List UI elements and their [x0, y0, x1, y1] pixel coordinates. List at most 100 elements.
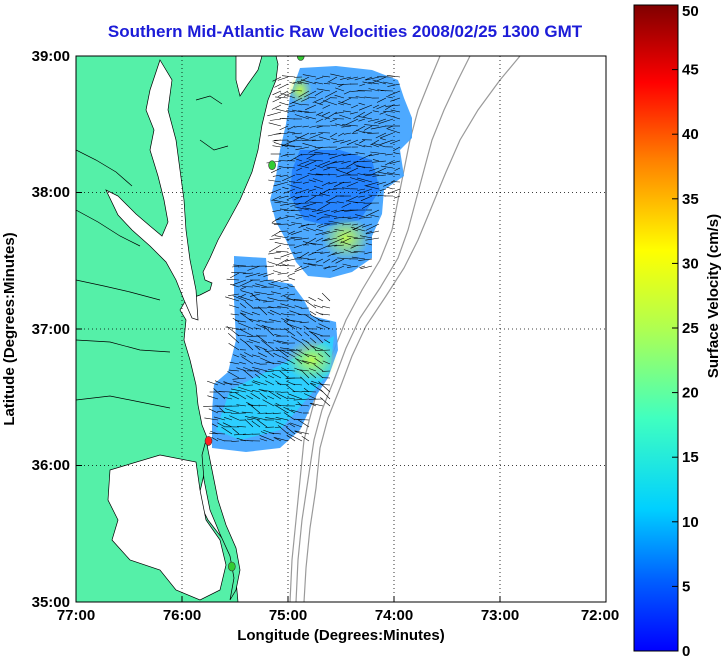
- velocity-vector: [246, 395, 254, 400]
- velocity-vector: [360, 265, 373, 270]
- velocity-vector: [293, 244, 303, 249]
- velocity-vector: [281, 313, 289, 316]
- velocity-vector: [322, 75, 331, 78]
- velocity-vector: [392, 146, 401, 152]
- velocity-vector: [308, 179, 317, 183]
- velocity-vector: [269, 309, 282, 316]
- velocity-vector: [346, 181, 359, 187]
- velocity-vector: [387, 83, 401, 87]
- velocity-vector: [293, 299, 310, 302]
- velocity-vector: [393, 195, 401, 199]
- y-tick-label: 38:00: [32, 184, 70, 201]
- velocity-vector: [378, 171, 394, 176]
- velocity-vector: [318, 223, 331, 228]
- velocity-vector: [331, 138, 338, 141]
- velocity-vector: [336, 201, 345, 204]
- velocity-vector: [267, 395, 275, 400]
- station-a: [296, 56, 305, 61]
- velocity-vector: [241, 356, 254, 365]
- y-tick-label: 39:00: [32, 48, 70, 65]
- velocity-vector: [277, 340, 289, 344]
- velocity-vector: [379, 188, 387, 191]
- velocity-vector: [309, 331, 324, 337]
- velocity-vector: [296, 330, 303, 337]
- velocity-vector: [287, 349, 303, 351]
- velocity-vector: [310, 242, 324, 246]
- velocity-vector: [230, 272, 240, 279]
- velocity-vector: [208, 408, 219, 414]
- velocity-vector: [251, 390, 261, 393]
- velocity-vector: [365, 230, 373, 234]
- velocity-vector: [279, 347, 296, 351]
- map-grid: [76, 56, 606, 602]
- station-c: [204, 436, 213, 446]
- velocity-vector: [322, 360, 331, 365]
- velocity-vector: [300, 79, 317, 85]
- velocity-vector: [306, 153, 317, 160]
- velocity-vector: [281, 369, 296, 372]
- velocity-vector: [296, 167, 303, 171]
- y-tick-label: 36:00: [32, 457, 70, 474]
- velocity-vector: [267, 297, 282, 302]
- velocity-hotspot-coast: [288, 76, 312, 104]
- velocity-vector: [325, 195, 338, 203]
- velocity-vector: [376, 181, 387, 185]
- velocity-vector: [257, 319, 268, 323]
- velocity-vector: [301, 104, 310, 106]
- velocity-vector: [302, 241, 317, 246]
- x-tick-label: 74:00: [375, 607, 413, 624]
- velocity-vector: [320, 397, 331, 407]
- velocity-vector: [303, 90, 317, 98]
- velocity-vector: [335, 258, 345, 264]
- velocity-vector: [254, 291, 268, 295]
- velocity-vector: [275, 258, 289, 267]
- velocity-vector: [368, 82, 380, 85]
- velocity-vector: [323, 83, 331, 85]
- velocity-vector: [231, 272, 247, 274]
- velocity-vector: [317, 319, 331, 323]
- velocity-vector: [229, 394, 240, 400]
- velocity-vector: [274, 201, 282, 204]
- velocity-vector: [295, 173, 303, 176]
- velocity-vector: [276, 393, 289, 400]
- velocity-vector: [238, 322, 254, 330]
- velocity-vector: [267, 374, 275, 379]
- velocity-vector: [249, 318, 261, 323]
- velocity-vector: [385, 104, 401, 107]
- velocity-vector: [259, 279, 268, 283]
- velocity-vector: [237, 386, 254, 393]
- velocity-vector: [389, 139, 401, 145]
- velocity-vector: [287, 230, 296, 235]
- velocity-vector: [293, 181, 303, 184]
- velocity-vector: [335, 123, 345, 127]
- velocity-vector: [237, 334, 247, 337]
- velocity-vector: [316, 216, 324, 221]
- velocity-vector: [346, 139, 359, 146]
- velocity-vector: [267, 307, 282, 309]
- velocity-vector: [295, 146, 310, 151]
- velocity-vector: [294, 305, 303, 309]
- velocity-vector: [339, 114, 352, 120]
- velocity-vector: [268, 251, 282, 255]
- velocity-vector: [232, 377, 247, 380]
- velocity-vector: [379, 132, 394, 139]
- velocity-vector: [353, 237, 366, 239]
- velocity-vector: [352, 125, 366, 133]
- velocity-vector: [204, 417, 219, 421]
- velocity-vector: [289, 97, 303, 105]
- velocity-vector: [310, 345, 324, 351]
- velocity-vector: [298, 251, 310, 259]
- velocity-vector: [285, 215, 296, 218]
- velocity-vector: [279, 174, 289, 177]
- velocity-vector: [363, 173, 380, 176]
- velocity-vector: [336, 169, 352, 176]
- velocity-vector: [300, 376, 310, 386]
- velocity-vector: [251, 311, 261, 316]
- velocity-vector: [359, 139, 366, 144]
- velocity-vector: [229, 369, 240, 372]
- velocity-vector: [316, 111, 324, 116]
- velocity-vector: [347, 216, 359, 220]
- colorbar-tick-label: 20: [682, 385, 699, 402]
- velocity-vector: [273, 352, 282, 358]
- velocity-vector: [222, 422, 233, 428]
